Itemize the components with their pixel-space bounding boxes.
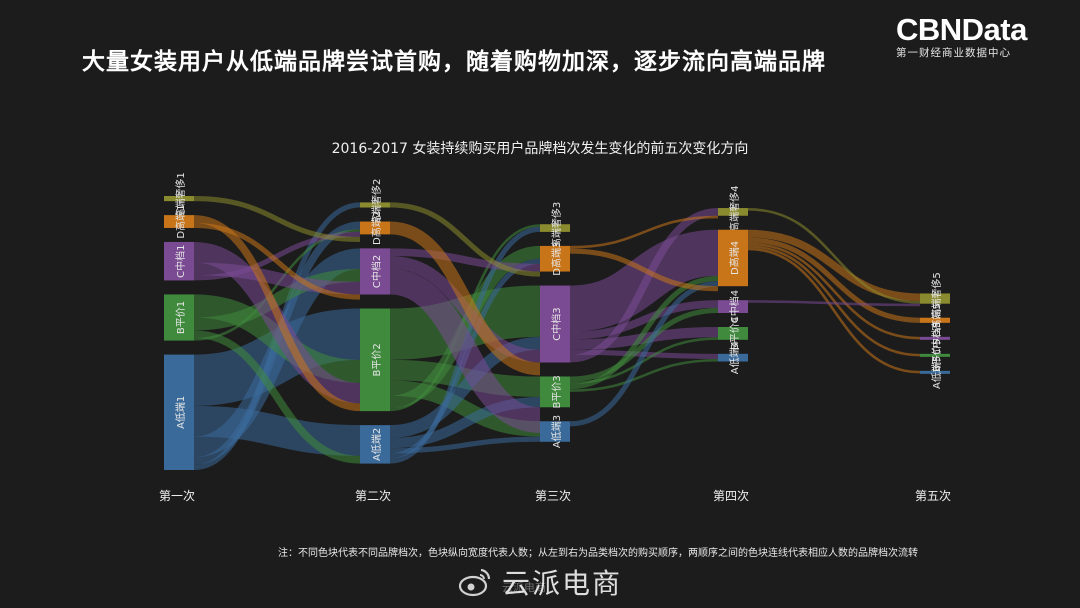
node-A-1 — [164, 354, 194, 470]
link-2-E-to-D — [389, 202, 541, 277]
link-2-C-to-D — [389, 248, 541, 272]
node-label-B-4: B平价4 — [729, 317, 741, 350]
node-label-A-4: A低端4 — [728, 341, 741, 374]
node-label-C-1: C中档1 — [174, 245, 187, 278]
footnote: 注：不同色块代表不同品牌档次，色块纵向宽度代表人数；从左到右为品类档次的购买顺序… — [278, 548, 918, 559]
link-1-B-to-C — [193, 268, 361, 331]
link-3-C-to-B — [569, 326, 719, 350]
page-headline: 大量女装用户从低端品牌尝试首购，随着购物加深，逐步流向高端品牌 — [82, 49, 826, 75]
node-E-1 — [164, 196, 194, 202]
node-D-4 — [718, 229, 748, 287]
node-A-3 — [540, 421, 570, 442]
link-1-D-to-C — [193, 222, 361, 300]
node-A-2 — [360, 425, 390, 464]
node-C-3 — [540, 285, 570, 363]
node-label-D-5: D高端5 — [930, 303, 943, 337]
link-2-C-to-B — [388, 268, 542, 433]
node-label-B-1: B平价1 — [175, 301, 187, 334]
link-3-D-to-E — [569, 215, 719, 249]
node-C-1 — [164, 241, 194, 281]
node-C-2 — [360, 248, 390, 295]
link-1-C-to-C — [193, 262, 361, 295]
node-B-5 — [920, 353, 950, 357]
sankey-links — [192, 196, 921, 470]
link-4-D-to-E — [747, 229, 921, 302]
weibo-icon — [458, 565, 492, 599]
chart-title: 2016-2017 女装持续购买用户品牌档次发生变化的前五次变化方向 — [331, 141, 749, 157]
node-B-2 — [360, 308, 390, 412]
link-1-C-to-B — [193, 241, 361, 404]
node-label-A-3: A低端3 — [550, 415, 563, 448]
stage-label-3: 第三次 — [535, 489, 571, 503]
stage-label-2: 第二次 — [355, 489, 391, 503]
link-4-D-to-B — [747, 245, 921, 357]
node-B-3 — [540, 376, 570, 408]
watermark: 云派电商 — [458, 562, 622, 602]
node-E-4 — [718, 208, 748, 216]
stage-label-4: 第四次 — [713, 489, 749, 503]
node-label-E-3: E高端奢侈3 — [550, 202, 563, 255]
node-label-A-2: A低端2 — [370, 428, 383, 461]
stage-label-1: 第一次 — [159, 489, 195, 503]
link-2-D-to-C — [389, 221, 541, 376]
node-E-5 — [920, 293, 950, 304]
node-label-B-5: B平价5 — [931, 339, 943, 372]
node-label-E-4: E高端奢侈4 — [728, 186, 741, 239]
node-label-D-1: D高端1 — [174, 205, 187, 239]
stage-label-5: 第五次 — [915, 489, 951, 503]
node-label-E-2: E高端奢侈2 — [370, 179, 383, 232]
brand-subtitle: 第一财经商业数据中心 — [896, 47, 1011, 59]
link-3-B-to-D — [569, 275, 719, 390]
node-label-C-2: C中档2 — [370, 255, 383, 288]
link-3-B-to-A — [569, 358, 719, 392]
node-D-1 — [164, 215, 194, 228]
node-label-C-5: C中档5 — [930, 322, 943, 355]
link-4-D-to-A — [747, 247, 921, 374]
link-4-D-to-C — [747, 242, 921, 340]
node-label-B-2: B平价2 — [371, 343, 383, 376]
link-3-C-to-C — [569, 300, 719, 340]
node-A-5 — [920, 370, 950, 374]
node-A-4 — [718, 353, 748, 362]
link-1-B-to-A — [193, 330, 361, 464]
node-label-B-3: B平价3 — [551, 375, 563, 408]
node-label-E-5: E高端奢侈5 — [930, 272, 943, 325]
node-B-4 — [718, 326, 748, 340]
node-E-3 — [540, 224, 570, 232]
link-3-A-to-D — [569, 281, 719, 427]
node-E-2 — [360, 202, 390, 208]
node-label-D-4: D高端4 — [728, 241, 741, 275]
node-label-D-3: D高端3 — [550, 242, 563, 276]
node-label-C-4: C中档4 — [728, 290, 741, 323]
brand-name: CBNData — [896, 12, 1027, 47]
link-4-C-to-E — [747, 300, 921, 307]
node-label-C-3: C中档3 — [550, 307, 563, 340]
link-1-E-to-D — [193, 196, 361, 243]
node-label-A-5: A低端5 — [930, 356, 943, 389]
node-C-4 — [718, 300, 748, 313]
watermark-small: 云派电商 — [502, 581, 546, 594]
link-4-E-to-E — [747, 208, 921, 304]
link-4-D-to-D — [747, 237, 921, 323]
node-label-A-1: A低端1 — [174, 396, 187, 429]
node-D-2 — [360, 221, 390, 235]
node-D-3 — [540, 245, 570, 272]
link-3-B-to-C — [569, 307, 719, 382]
node-B-1 — [164, 294, 194, 341]
link-1-A-to-A — [193, 405, 361, 456]
brand-logo: CBNData 第一财经商业数据中心 — [896, 14, 1066, 60]
node-label-E-1: E高端奢侈1 — [174, 172, 187, 225]
node-D-5 — [920, 317, 950, 323]
link-3-D-to-D — [569, 248, 719, 292]
watermark-text: 云派电商 — [502, 567, 623, 600]
node-label-D-2: D高端2 — [370, 211, 383, 245]
node-C-5 — [920, 336, 950, 340]
